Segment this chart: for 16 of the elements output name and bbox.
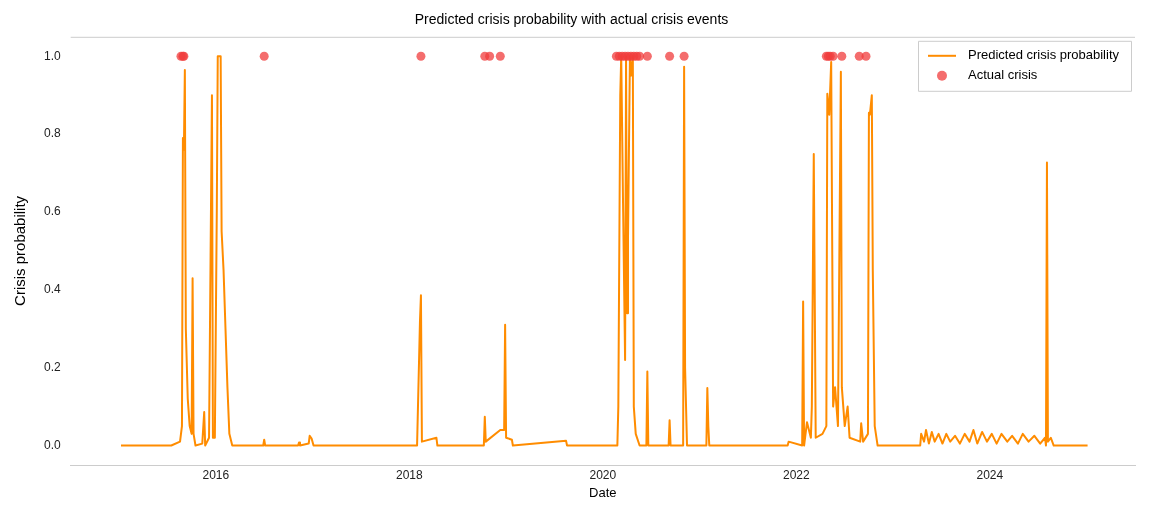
x-tick-label: 2020 xyxy=(589,467,617,482)
legend-label: Actual crisis xyxy=(968,67,1038,83)
x-tick-label: 2024 xyxy=(976,467,1004,482)
chart-title: Predicted crisis probability with actual crisis events xyxy=(414,11,729,28)
y-tick-label: 0.6 xyxy=(43,204,61,219)
x-tick-label: 2018 xyxy=(395,467,423,482)
y-axis-title: Crisis probability xyxy=(11,195,29,306)
x-tick-label: 2016 xyxy=(202,467,230,482)
x-axis-title: Date xyxy=(589,484,617,500)
y-tick-label: 0.8 xyxy=(43,126,61,141)
y-tick-label: 0.2 xyxy=(43,359,61,374)
y-tick-label: 0.0 xyxy=(43,437,61,452)
x-tick-label: 2022 xyxy=(783,467,811,482)
legend-label: Predicted crisis probability xyxy=(968,47,1120,63)
y-tick-label: 1.0 xyxy=(43,48,61,63)
y-tick-label: 0.4 xyxy=(43,282,61,297)
